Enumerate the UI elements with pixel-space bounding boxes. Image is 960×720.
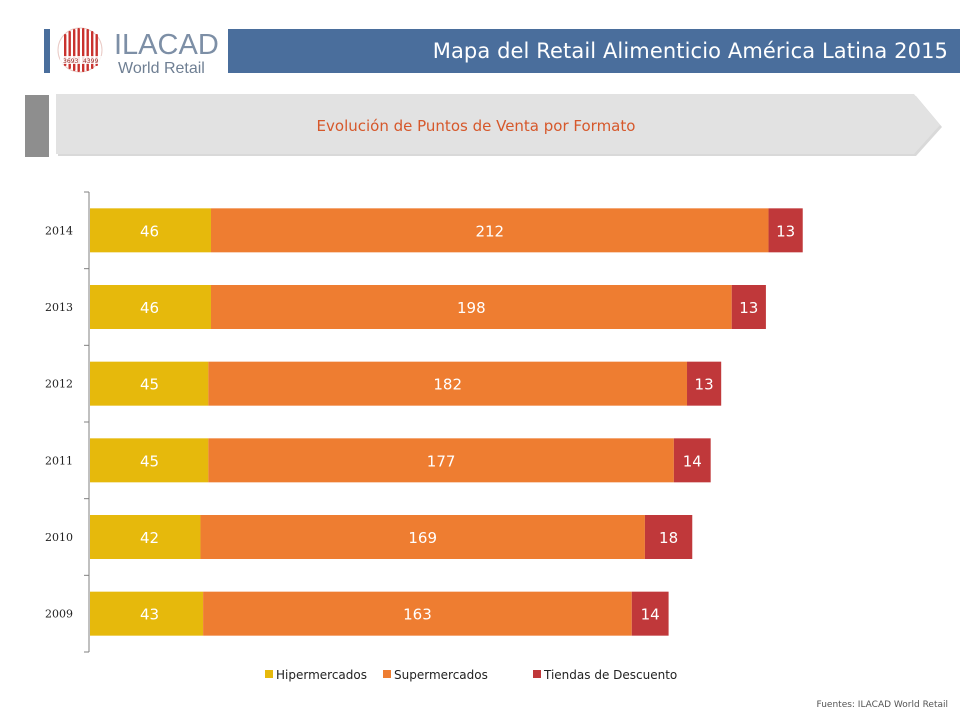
data-label-supermercados-2010: 169 <box>408 529 437 547</box>
data-label-hipermercados-2014: 46 <box>140 222 159 240</box>
legend-label-tiendas-de-descuento: Tiendas de Descuento <box>543 668 677 682</box>
bar-tiendas-de-descuento-2011 <box>673 438 711 483</box>
bar-tiendas-de-descuento-2014 <box>768 208 803 253</box>
bar-tiendas-de-descuento-2009 <box>631 591 669 636</box>
data-label-tiendas-de-descuento-2014: 13 <box>776 222 795 240</box>
data-label-tiendas-de-descuento-2009: 14 <box>641 606 660 624</box>
category-label-2014: 2014 <box>45 224 73 237</box>
data-label-tiendas-de-descuento-2013: 13 <box>739 299 758 317</box>
logo-graphic: 3693 4399 ILACAD World Retail <box>57 27 219 77</box>
data-label-supermercados-2011: 177 <box>427 452 456 470</box>
data-label-hipermercados-2011: 45 <box>140 452 159 470</box>
data-label-hipermercados-2009: 43 <box>140 606 159 624</box>
legend-swatch-supermercados <box>383 670 391 678</box>
page-title: Mapa del Retail Alimenticio América Lati… <box>432 39 948 63</box>
category-label-2011: 2011 <box>45 454 73 467</box>
bar-hipermercados-2010 <box>90 515 201 559</box>
legend-label-hipermercados: Hipermercados <box>276 668 367 682</box>
bar-hipermercados-2012 <box>90 361 209 406</box>
header-left-block <box>0 29 44 73</box>
bar-supermercados-2009 <box>203 591 632 636</box>
banner-title: Evolución de Puntos de Venta por Formato <box>316 117 636 135</box>
data-label-supermercados-2014: 212 <box>475 222 504 240</box>
legend-swatch-hipermercados <box>265 670 273 678</box>
category-label-2012: 2012 <box>45 378 73 391</box>
data-label-hipermercados-2013: 46 <box>140 299 159 317</box>
logo-main-text: ILACAD <box>114 29 219 61</box>
data-label-hipermercados-2010: 42 <box>140 529 159 547</box>
logo-code-2: 4399 <box>83 58 98 65</box>
data-label-supermercados-2012: 182 <box>433 376 462 394</box>
bar-supermercados-2013 <box>210 285 732 329</box>
bar-tiendas-de-descuento-2010 <box>644 515 693 559</box>
bar-tiendas-de-descuento-2013 <box>731 285 766 329</box>
data-label-hipermercados-2012: 45 <box>140 376 159 394</box>
bar-hipermercados-2014 <box>90 208 211 253</box>
category-label-2009: 2009 <box>45 608 73 621</box>
bar-hipermercados-2011 <box>90 438 209 483</box>
logo: 3693 4399 ILACAD World Retail <box>50 18 228 80</box>
logo-sub-text: World Retail <box>118 60 205 77</box>
bar-supermercados-2011 <box>208 438 674 483</box>
bar-tiendas-de-descuento-2012 <box>687 361 722 406</box>
logo-code-1: 3693 <box>63 58 78 65</box>
legend-swatch-tiendas-de-descuento <box>533 670 541 678</box>
bar-supermercados-2014 <box>210 208 769 253</box>
category-label-2013: 2013 <box>45 301 73 314</box>
bar-supermercados-2012 <box>208 361 688 406</box>
banner-accent-block <box>25 95 49 157</box>
source-note: Fuentes: ILACAD World Retail <box>816 700 948 710</box>
data-label-tiendas-de-descuento-2011: 14 <box>683 452 702 470</box>
data-label-tiendas-de-descuento-2010: 18 <box>659 529 678 547</box>
banner-arrow <box>56 94 942 156</box>
legend-label-supermercados: Supermercados <box>394 668 488 682</box>
data-label-supermercados-2009: 163 <box>403 606 432 624</box>
category-label-2010: 2010 <box>45 531 73 544</box>
data-label-tiendas-de-descuento-2012: 13 <box>695 376 714 394</box>
bar-supermercados-2010 <box>200 515 645 559</box>
bar-hipermercados-2013 <box>90 285 211 329</box>
data-label-supermercados-2013: 198 <box>457 299 486 317</box>
bar-hipermercados-2009 <box>90 591 204 636</box>
